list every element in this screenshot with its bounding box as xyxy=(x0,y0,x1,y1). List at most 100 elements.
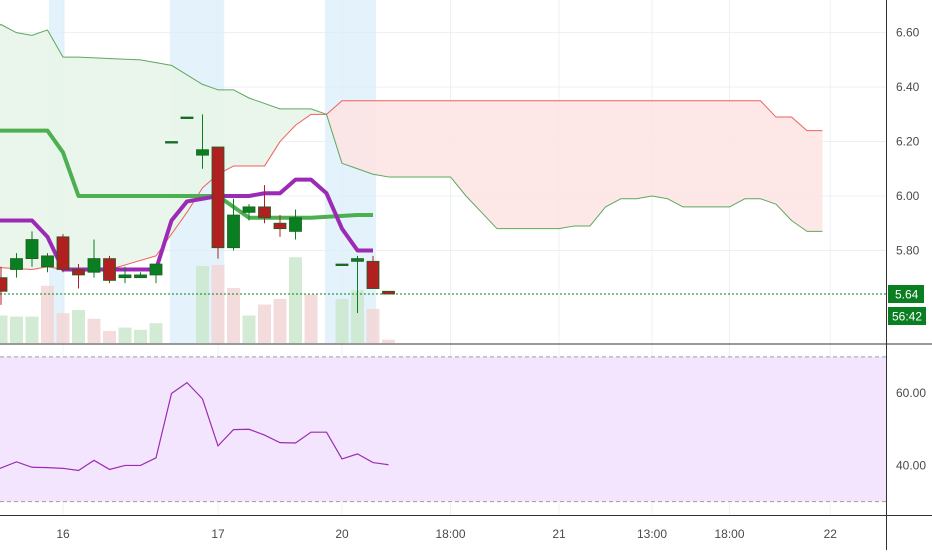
candle-22[interactable] xyxy=(335,263,349,266)
candle-body xyxy=(103,258,116,281)
last-price-label: 5.64 xyxy=(895,288,919,302)
volume-bar-4 xyxy=(56,313,70,343)
oscillator-background xyxy=(0,356,886,503)
candle-19[interactable] xyxy=(289,209,302,240)
candle-17[interactable] xyxy=(258,185,271,224)
last-price-badge xyxy=(888,285,924,303)
oscillator-line xyxy=(0,381,389,472)
volume-bar-9 xyxy=(134,329,147,343)
candle-body xyxy=(211,146,225,249)
candle-1[interactable] xyxy=(10,253,23,278)
candle-body xyxy=(87,258,101,273)
candle-body xyxy=(10,258,23,270)
candle-6[interactable] xyxy=(87,239,101,278)
oscillator-tick-label-1: 60.00 xyxy=(896,386,926,400)
time-tick-label-4: 21 xyxy=(552,527,566,541)
axis-labels: 5.80 6.00 6.20 6.40 6.60 40.00 60.00 16 17 20 18:0… xyxy=(56,26,926,541)
price-tick-label-1: 6.00 xyxy=(896,189,920,203)
volume-bars xyxy=(0,257,395,343)
candle-body xyxy=(366,260,380,289)
volume-bar-14 xyxy=(211,264,225,343)
volume-bar-23 xyxy=(351,290,364,343)
time-tick-label-1: 17 xyxy=(211,527,225,541)
candle-2[interactable] xyxy=(25,231,39,267)
candles[interactable] xyxy=(0,114,395,314)
oscillator-tick-label-0: 40.00 xyxy=(896,458,926,472)
candle-12[interactable] xyxy=(180,116,194,119)
candle-23[interactable] xyxy=(351,255,364,314)
cloud-segment-1 xyxy=(326,100,823,232)
candle-body xyxy=(0,277,8,292)
volume-bar-20 xyxy=(304,294,318,343)
time-tick-label-7: 22 xyxy=(824,527,838,541)
volume-bar-22 xyxy=(335,299,349,343)
candle-body xyxy=(289,217,302,232)
candle-13[interactable] xyxy=(196,114,209,169)
candle-body xyxy=(196,149,209,156)
volume-bar-2 xyxy=(25,316,39,343)
candle-0[interactable] xyxy=(0,266,8,305)
volume-bar-7 xyxy=(103,330,116,343)
volume-bar-3 xyxy=(41,285,54,343)
candle-16[interactable] xyxy=(242,204,256,221)
volume-bar-24 xyxy=(366,308,380,343)
candle-25[interactable] xyxy=(382,290,395,295)
price-tick-label-0: 5.80 xyxy=(896,243,920,257)
candle-3[interactable] xyxy=(41,253,54,273)
price-tick-label-3: 6.40 xyxy=(896,80,920,94)
candle-body xyxy=(258,206,271,219)
price-tick-label-2: 6.20 xyxy=(896,135,920,149)
candle-10[interactable] xyxy=(149,263,163,284)
volume-bar-17 xyxy=(258,304,271,343)
candle-24[interactable] xyxy=(366,255,380,289)
countdown-badge xyxy=(888,307,926,325)
candle-18[interactable] xyxy=(273,215,287,237)
candle-14[interactable] xyxy=(211,146,225,259)
time-tick-label-2: 20 xyxy=(335,527,349,541)
candle-body xyxy=(56,236,70,270)
candle-11[interactable] xyxy=(165,141,178,144)
volume-bar-13 xyxy=(196,266,209,343)
time-tick-label-0: 16 xyxy=(56,527,70,541)
volume-bar-0 xyxy=(0,315,8,343)
candle-body xyxy=(382,290,395,295)
candle-body xyxy=(72,269,85,276)
senkou-span-b-line xyxy=(0,24,823,232)
volume-bar-1 xyxy=(10,316,23,343)
candle-body xyxy=(134,274,147,279)
volume-bar-6 xyxy=(87,318,101,343)
volume-bar-15 xyxy=(227,288,240,343)
candle-body xyxy=(273,222,287,230)
candle-body xyxy=(118,274,132,279)
candle-body xyxy=(227,214,240,249)
candle-body xyxy=(351,258,364,262)
candle-7[interactable] xyxy=(103,255,116,284)
candle-5[interactable] xyxy=(72,264,85,289)
oscillator-series xyxy=(0,381,389,472)
time-tick-label-6: 18:00 xyxy=(714,527,744,541)
time-tick-label-5: 13:00 xyxy=(637,527,667,541)
oscillator-band xyxy=(0,356,886,502)
volume-bar-25 xyxy=(382,339,395,343)
volume-bar-16 xyxy=(242,315,256,343)
candle-4[interactable] xyxy=(56,234,70,273)
candle-body xyxy=(165,141,178,144)
candle-body xyxy=(180,116,194,119)
candle-8[interactable] xyxy=(118,266,132,284)
countdown-label: 56:42 xyxy=(892,310,922,324)
candle-body xyxy=(25,239,39,260)
time-tick-label-3: 18:00 xyxy=(435,527,465,541)
candle-9[interactable] xyxy=(134,272,147,279)
candle-body xyxy=(41,255,54,268)
cloud-segment-0 xyxy=(0,24,327,273)
price-tick-label-4: 6.60 xyxy=(896,26,920,40)
volume-bar-5 xyxy=(72,310,85,343)
volume-bar-18 xyxy=(273,299,287,343)
ichimoku-cloud xyxy=(0,24,823,273)
candle-15[interactable] xyxy=(227,198,240,251)
candle-body xyxy=(149,263,163,276)
candle-body xyxy=(335,263,349,266)
